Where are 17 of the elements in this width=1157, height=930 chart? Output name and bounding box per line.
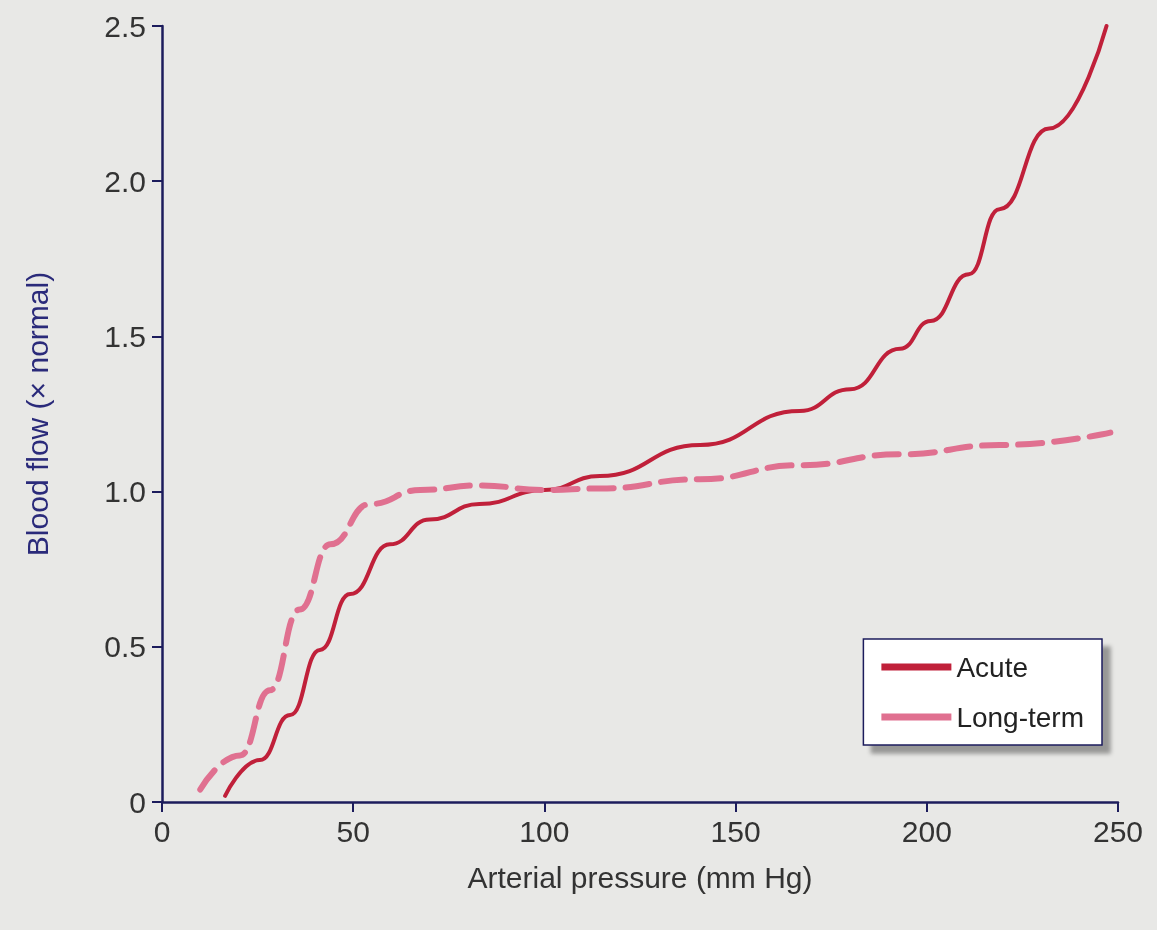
y-tick-label: 2.5 xyxy=(104,9,146,43)
x-tick-label: 50 xyxy=(336,814,370,848)
line-series xyxy=(223,24,1109,798)
x-tick-label: 0 xyxy=(153,814,171,848)
x-tick-label: 200 xyxy=(901,814,952,848)
x-axis-title: Arterial pressure (mm Hg) xyxy=(467,860,813,894)
y-tick-label: 2.0 xyxy=(104,164,146,198)
y-tick-label: 0 xyxy=(129,785,146,819)
y-tick-label: 0.5 xyxy=(104,630,146,664)
x-tick-label: 100 xyxy=(519,814,570,848)
x-tick-label: 250 xyxy=(1092,814,1144,848)
y-axis-title: Blood flow (× normal) xyxy=(20,271,54,557)
y-tick-label: 1.5 xyxy=(104,319,146,353)
legend-label: Acute xyxy=(956,651,1028,683)
y-tick-label: 1.0 xyxy=(104,475,146,509)
x-tick-label: 150 xyxy=(710,814,761,848)
legend-label: Long-term xyxy=(956,701,1085,733)
